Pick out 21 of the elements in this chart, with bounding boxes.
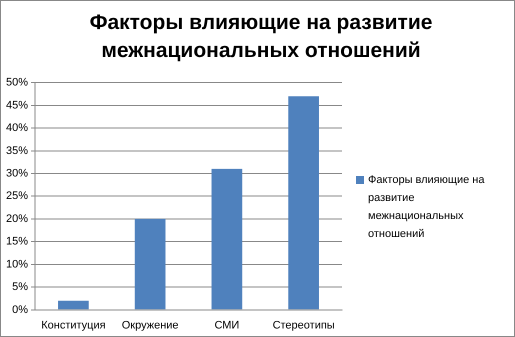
y-tick-label: 15%: [6, 236, 28, 248]
y-tick-label: 50%: [6, 76, 28, 89]
x-tick-label: СМИ: [214, 319, 240, 332]
y-tick-label: 20%: [6, 212, 28, 225]
y-tick-label: 0%: [12, 304, 28, 316]
y-tick-label: 35%: [6, 144, 28, 157]
x-tick-label: Окружение: [122, 319, 179, 332]
legend-label: Факторы влияющие на развитие межнациональных отношений: [368, 173, 486, 242]
chart-title: Факторы влияющие на развитие межнациональных отношений: [88, 10, 434, 64]
bar: [134, 218, 166, 310]
bar: [58, 300, 89, 310]
bar: [288, 96, 319, 310]
x-tick-label: Стереотипы: [272, 319, 335, 332]
y-tick-label: 5%: [12, 281, 28, 294]
x-tick-label: Конституция: [41, 319, 106, 332]
y-tick-label: 30%: [6, 168, 28, 180]
y-tick-label: 40%: [6, 122, 28, 134]
bar: [212, 168, 242, 310]
y-tick-label: 45%: [6, 99, 28, 112]
y-tick-label: 10%: [6, 258, 28, 270]
y-tick-label: 25%: [6, 190, 28, 202]
